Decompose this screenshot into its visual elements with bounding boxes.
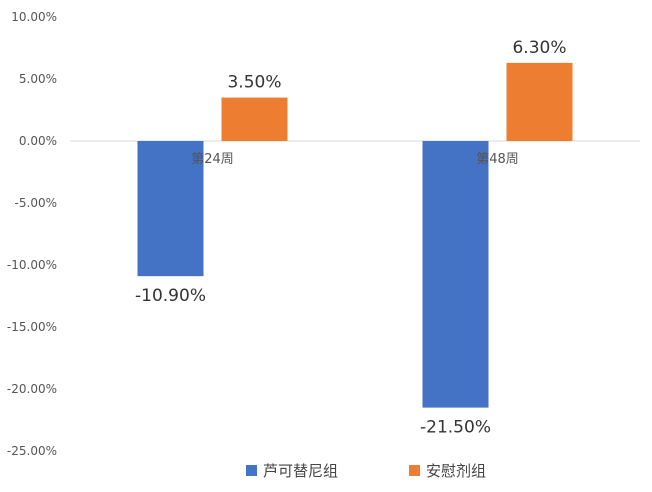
y-tick-label: -10.00% <box>7 258 57 272</box>
data-label: 6.30% <box>512 38 566 58</box>
bars <box>137 62 573 408</box>
category-labels: 第24周 第48周 <box>191 152 519 167</box>
legend-label: 安慰剂组 <box>426 462 486 480</box>
legend-label: 芦可替尼组 <box>263 462 338 480</box>
data-label: 3.50% <box>227 73 281 93</box>
y-tick-label: -25.00% <box>7 444 57 458</box>
bar <box>422 141 489 408</box>
y-axis-ticks: 10.00% 5.00% 0.00% -5.00% -10.00% -15.00% -20.… <box>7 10 57 458</box>
y-tick-label: -5.00% <box>15 196 57 210</box>
category-label: 第48周 <box>476 152 519 167</box>
bar <box>221 97 288 141</box>
bar <box>506 62 573 141</box>
y-tick-label: -20.00% <box>7 382 57 396</box>
legend: 芦可替尼组 安慰剂组 <box>246 462 486 480</box>
data-label: -10.90% <box>135 286 206 306</box>
legend-swatch <box>246 465 257 476</box>
category-label: 第24周 <box>191 152 234 167</box>
legend-swatch <box>409 465 420 476</box>
bar <box>137 141 204 277</box>
y-tick-label: 0.00% <box>19 134 57 148</box>
y-tick-label: 5.00% <box>19 72 57 86</box>
data-labels: -10.90% 3.50% -21.50% 6.30% <box>135 38 566 438</box>
y-tick-label: -15.00% <box>7 320 57 334</box>
data-label: -21.50% <box>420 418 491 438</box>
y-tick-label: 10.00% <box>11 10 57 24</box>
